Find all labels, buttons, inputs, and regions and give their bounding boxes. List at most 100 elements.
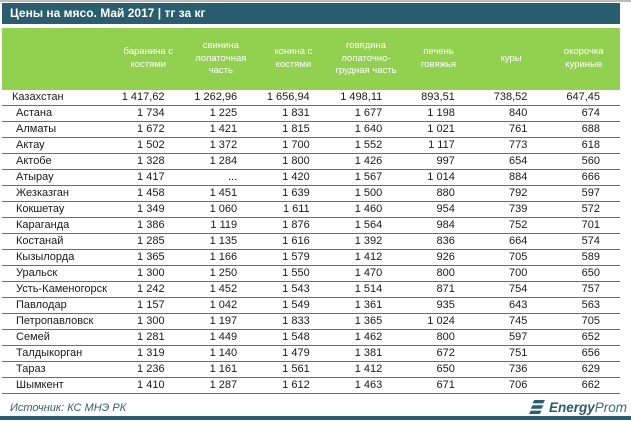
price-cell: 1 677 [329,105,403,122]
column-header: говядина лопаточно-грудная часть [329,28,403,90]
price-cell: 1 672 [112,121,185,138]
price-cell: 1 410 [112,377,185,394]
logo-text: EnergyProm [548,400,627,415]
price-cell: 1 833 [257,313,330,330]
energyprom-logo-icon [528,400,546,415]
region-column-header [2,28,112,90]
price-cell: 751 [474,345,548,362]
price-cell: 836 [402,233,475,250]
source-note: Источник: КС МНЭ РК [10,401,127,414]
region-name: Шымкент [2,377,112,394]
region-name: Талдыкорган [2,345,112,362]
price-cell: 1 365 [112,249,185,266]
price-cell: 1 500 [329,185,403,202]
table-row: Кокшетау 1 349 1 060 1 611 1 460 954 739 572 [2,201,620,218]
column-header: свинина лопаточная часть [184,28,258,90]
table-row: Актау 1 502 1 372 1 700 1 552 1 117 773 618 [2,137,620,154]
price-cell: 671 [402,377,475,394]
table-row: Актобе 1 328 1 284 1 800 1 426 997 654 560 [2,153,620,170]
column-header: окорочка куриные [547,28,620,90]
price-cell: 893,51 [402,90,475,106]
table-row: Шымкент 1 410 1 287 1 612 1 463 671 706 662 [2,377,620,394]
title-bar: Цены на мясо. Май 2017 | тг за кг [2,3,620,24]
table-row: Усть-Каменогорск 1 242 1 452 1 543 1 514 871 7… [2,281,620,298]
table-row: Костанай 1 285 1 135 1 616 1 392 836 664 574 [2,233,620,250]
price-cell: 574 [547,233,620,250]
price-cell: 647,45 [547,90,620,106]
price-cell: 1 498,11 [329,90,403,106]
price-cell: 1 548 [257,329,330,346]
price-cell: 1 014 [402,169,475,186]
price-cell: 1 612 [257,377,330,394]
price-cell: 650 [547,265,620,282]
price-cell: 1 021 [402,121,475,138]
region-name: Казахстан [2,90,112,106]
price-cell: 1 024 [402,313,475,330]
price-cell: 589 [547,249,620,266]
table-row: Тараз 1 236 1 161 1 561 1 412 650 736 629 [2,361,620,378]
header-row: баранина с костями свинина лопаточная час… [2,28,620,90]
price-cell: 1 417,62 [112,90,185,106]
price-cell: 1 117 [402,137,475,154]
price-cell: 1 381 [329,345,403,362]
price-cell: 1 365 [329,313,403,330]
price-cell: 700 [474,265,548,282]
region-name: Петропавловск [2,313,112,330]
table-header: баранина с костями свинина лопаточная час… [2,28,620,90]
table-row: Казахстан 1 417,62 1 262,96 1 656,94 1 498,1… [2,90,620,106]
table-row: Петропавловск 1 300 1 197 1 833 1 365 1 024 74… [2,313,620,330]
price-cell: 1 386 [112,217,185,234]
table-row: Жезказган 1 458 1 451 1 639 1 500 880 792 597 [2,185,620,202]
region-name: Павлодар [2,297,112,314]
price-cell: 652 [547,329,620,346]
price-cell: 736 [474,361,548,378]
price-cell: 1 611 [257,201,330,218]
table-row: Семей 1 281 1 449 1 548 1 462 800 597 652 [2,329,620,346]
price-cell: 701 [547,217,620,234]
price-cell: 1 470 [329,265,403,282]
region-name: Астана [2,105,112,122]
price-cell: 1 549 [257,297,330,314]
price-cell: 1 157 [112,297,185,314]
price-cell: 666 [547,169,620,186]
price-cell: 1 561 [257,361,330,378]
price-cell: 884 [474,169,548,186]
price-cell: 1 242 [112,281,185,298]
price-cell: 761 [474,121,548,138]
table-row: Алматы 1 672 1 421 1 815 1 640 1 021 761 688 [2,121,620,138]
price-cell: 1 656,94 [257,90,330,106]
price-cell: 1 831 [257,105,330,122]
table-row: Атырау 1 417... 1 420 1 567 1 014 884 666 [2,169,620,186]
price-cell: 672 [402,345,475,362]
table-row: Кызылорда 1 365 1 166 1 579 1 412 926 705 589 [2,249,620,266]
price-table: баранина с костями свинина лопаточная час… [2,28,620,394]
price-cell: 705 [547,313,620,330]
price-cell: 1 287 [184,377,258,394]
price-cell: 1 119 [184,217,258,234]
page-title: Цены на мясо. Май 2017 | тг за кг [10,6,206,20]
price-cell: 1 300 [112,265,185,282]
region-name: Атырау [2,169,112,186]
price-cell: 1 800 [257,153,330,170]
region-name: Усть-Каменогорск [2,281,112,298]
price-cell: 1 140 [184,345,258,362]
price-cell: 650 [402,361,475,378]
price-cell: 618 [547,137,620,154]
price-cell: 754 [474,281,548,298]
price-cell: 563 [547,297,620,314]
price-cell: 1 135 [184,233,258,250]
price-cell: 1 161 [184,361,258,378]
price-cell: 597 [547,185,620,202]
footer: Источник: КС МНЭ РК EnergyProm [2,394,631,419]
price-cell: 1 449 [184,329,258,346]
price-cell: 1 197 [184,313,258,330]
price-cell: 629 [547,361,620,378]
price-cell: 1 328 [112,153,185,170]
region-name: Актобе [2,153,112,170]
region-name: Костанай [2,233,112,250]
table-row: Астана 1 734 1 225 1 831 1 677 1 198 840 674 [2,105,620,122]
region-name: Актау [2,137,112,154]
price-cell: 1 417 [112,169,185,186]
price-cell: 654 [474,153,548,170]
price-cell: 1 285 [112,233,185,250]
